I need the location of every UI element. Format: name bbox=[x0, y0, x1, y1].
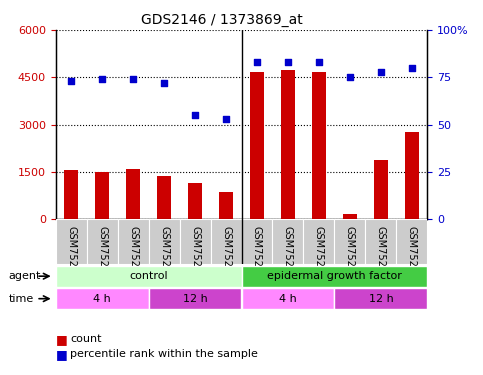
Bar bbox=[281, 70, 295, 219]
Bar bbox=[64, 171, 78, 219]
Text: GSM75275: GSM75275 bbox=[345, 226, 355, 279]
Text: GSM75274: GSM75274 bbox=[221, 226, 231, 279]
Point bbox=[98, 76, 106, 82]
Text: GSM75272: GSM75272 bbox=[159, 226, 169, 279]
Bar bbox=[126, 169, 140, 219]
Point bbox=[129, 76, 137, 82]
Bar bbox=[149, 288, 242, 309]
Point bbox=[284, 59, 292, 65]
Point bbox=[315, 59, 323, 65]
Bar bbox=[219, 192, 233, 219]
Text: GSM75270: GSM75270 bbox=[97, 226, 107, 279]
Bar bbox=[188, 183, 202, 219]
Text: ■: ■ bbox=[56, 348, 67, 361]
Bar bbox=[405, 132, 419, 219]
Point bbox=[160, 80, 168, 86]
Bar bbox=[56, 266, 242, 287]
Text: time: time bbox=[9, 294, 34, 304]
Text: 12 h: 12 h bbox=[183, 294, 207, 304]
Bar bbox=[95, 172, 109, 219]
Bar bbox=[86, 219, 117, 264]
Text: 4 h: 4 h bbox=[279, 294, 297, 304]
Text: GSM75273: GSM75273 bbox=[190, 226, 200, 279]
Bar bbox=[312, 72, 326, 219]
Point bbox=[191, 112, 199, 118]
Text: control: control bbox=[129, 271, 168, 281]
Bar bbox=[242, 288, 334, 309]
Text: percentile rank within the sample: percentile rank within the sample bbox=[70, 350, 258, 359]
Text: GDS2146 / 1373869_at: GDS2146 / 1373869_at bbox=[142, 13, 303, 27]
Point bbox=[253, 59, 261, 65]
Bar bbox=[397, 219, 427, 264]
Bar bbox=[242, 219, 272, 264]
Point bbox=[67, 78, 75, 84]
Text: GSM75269: GSM75269 bbox=[66, 226, 76, 279]
Bar bbox=[343, 214, 357, 219]
Bar bbox=[334, 288, 427, 309]
Text: agent: agent bbox=[9, 272, 41, 281]
Bar bbox=[272, 219, 303, 264]
Bar bbox=[250, 72, 264, 219]
Bar bbox=[242, 266, 427, 287]
Bar bbox=[56, 288, 149, 309]
Bar bbox=[56, 219, 86, 264]
Bar bbox=[157, 176, 171, 219]
Text: GSM75271: GSM75271 bbox=[128, 226, 138, 279]
Bar bbox=[334, 219, 366, 264]
Text: GSM75268: GSM75268 bbox=[314, 226, 324, 279]
Text: 4 h: 4 h bbox=[93, 294, 111, 304]
Text: count: count bbox=[70, 334, 101, 344]
Bar bbox=[374, 160, 388, 219]
Text: GSM75276: GSM75276 bbox=[376, 226, 386, 279]
Text: 12 h: 12 h bbox=[369, 294, 393, 304]
Point bbox=[377, 69, 385, 75]
Text: epidermal growth factor: epidermal growth factor bbox=[267, 271, 402, 281]
Text: GSM75277: GSM75277 bbox=[407, 226, 417, 279]
Point bbox=[222, 116, 230, 122]
Text: GSM75267: GSM75267 bbox=[283, 226, 293, 279]
Point bbox=[346, 74, 354, 80]
Point bbox=[408, 65, 416, 71]
Text: ■: ■ bbox=[56, 333, 67, 346]
Text: GSM75265: GSM75265 bbox=[252, 226, 262, 279]
Bar bbox=[117, 219, 149, 264]
Bar bbox=[149, 219, 180, 264]
Bar bbox=[211, 219, 242, 264]
Bar bbox=[303, 219, 334, 264]
Bar bbox=[180, 219, 211, 264]
Bar bbox=[366, 219, 397, 264]
